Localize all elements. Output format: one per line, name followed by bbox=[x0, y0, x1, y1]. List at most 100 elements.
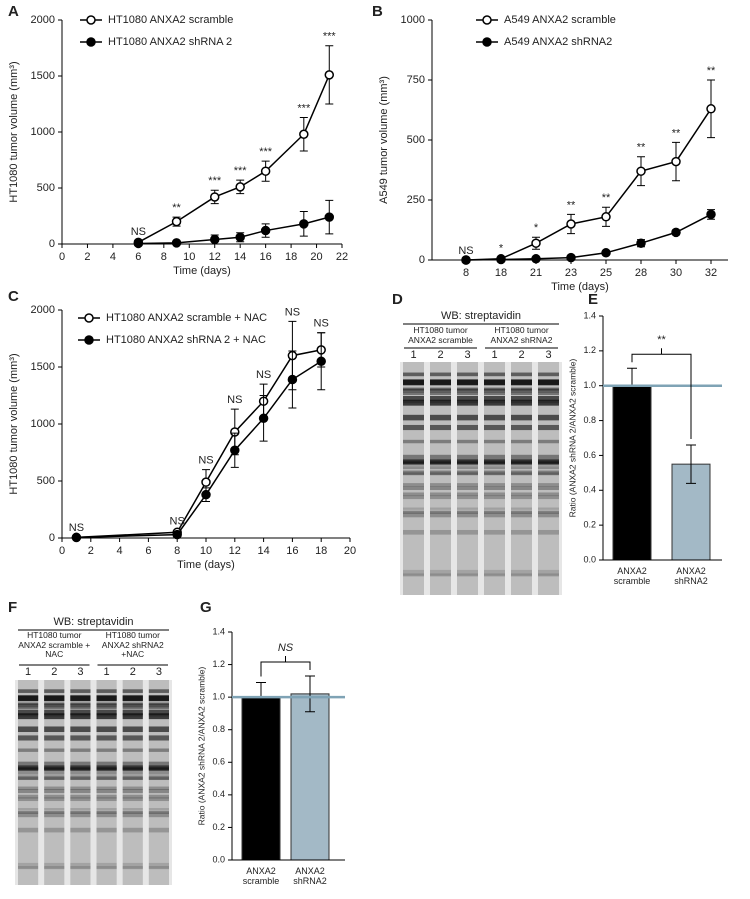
blot-band bbox=[484, 460, 505, 465]
blot-band bbox=[122, 735, 143, 741]
marker bbox=[235, 182, 245, 192]
marker bbox=[299, 219, 309, 229]
marker bbox=[636, 166, 646, 176]
blot-band bbox=[403, 492, 424, 497]
error-bar bbox=[686, 444, 696, 484]
blot-band bbox=[511, 470, 532, 475]
blot-band bbox=[148, 689, 169, 693]
blot-band bbox=[457, 461, 478, 465]
blot-band bbox=[70, 761, 91, 766]
y-tick-label: 1.0 bbox=[583, 380, 596, 390]
blot-band bbox=[18, 761, 39, 766]
blot-band bbox=[511, 395, 532, 402]
blot-band bbox=[511, 573, 532, 577]
marker bbox=[324, 212, 335, 222]
x-tick-label: 25 bbox=[600, 267, 612, 279]
blot-band bbox=[44, 689, 65, 693]
blot-band bbox=[538, 470, 559, 475]
group-label: HT1080 tumor ANXA2 scramble bbox=[408, 325, 473, 345]
blot-band bbox=[403, 399, 424, 406]
blot-band bbox=[18, 726, 39, 733]
blot-band bbox=[457, 388, 478, 393]
blot-band bbox=[457, 461, 478, 466]
blot-band bbox=[511, 507, 532, 510]
marker bbox=[601, 212, 611, 222]
legend-marker bbox=[84, 313, 94, 323]
legend-label: HT1080 ANXA2 shRNA 2 bbox=[108, 36, 232, 48]
y-tick-label: 0.2 bbox=[583, 520, 596, 530]
blot-band bbox=[122, 766, 143, 771]
blot-band bbox=[44, 766, 65, 771]
blot-band bbox=[484, 459, 505, 465]
marker bbox=[209, 234, 220, 245]
blot-band bbox=[457, 460, 478, 464]
blot-band bbox=[484, 486, 505, 490]
marker bbox=[171, 216, 182, 227]
blot-band bbox=[122, 748, 143, 752]
significance: ** bbox=[637, 142, 646, 154]
blot-band bbox=[484, 461, 505, 465]
blot-band bbox=[538, 512, 559, 518]
blot-band bbox=[70, 706, 91, 710]
blot-band bbox=[96, 786, 117, 790]
blot-band bbox=[538, 395, 559, 402]
blot-band bbox=[122, 767, 143, 771]
blot-band bbox=[18, 695, 39, 702]
blot-band bbox=[44, 797, 65, 802]
blot-band bbox=[70, 810, 91, 814]
marker bbox=[260, 166, 271, 176]
blot-band bbox=[148, 709, 169, 716]
significance: NS bbox=[198, 455, 213, 467]
marker bbox=[172, 529, 182, 540]
lane-label: 3 bbox=[464, 349, 470, 361]
blot-band bbox=[484, 395, 505, 402]
blot-band bbox=[18, 775, 39, 780]
marker bbox=[201, 477, 211, 487]
blot-band bbox=[96, 794, 117, 799]
bar bbox=[290, 693, 330, 861]
blot-band bbox=[430, 492, 451, 497]
blot-band bbox=[122, 794, 143, 799]
blot-band bbox=[511, 495, 532, 500]
blot-band bbox=[44, 794, 65, 799]
y-tick-label: 1.2 bbox=[583, 345, 596, 355]
blot-band bbox=[44, 761, 65, 766]
lane-label: 1 bbox=[25, 666, 31, 678]
y-tick-label: 0.0 bbox=[212, 854, 225, 864]
blot-band bbox=[457, 529, 478, 535]
series-line bbox=[465, 108, 712, 261]
blot-band bbox=[511, 414, 532, 421]
y-tick-label: 0 bbox=[49, 532, 55, 544]
blot-band bbox=[148, 812, 169, 818]
blot-band bbox=[148, 766, 169, 770]
blot-band bbox=[18, 808, 39, 811]
blot-band bbox=[430, 461, 451, 465]
legend-marker bbox=[84, 335, 94, 345]
blot-band bbox=[403, 466, 424, 470]
x-tick-label: 14 bbox=[234, 251, 246, 263]
blot-band bbox=[44, 766, 65, 770]
x-tick-label: 0 bbox=[59, 545, 65, 557]
blot-band bbox=[44, 775, 65, 780]
blot-band bbox=[122, 703, 143, 708]
significance: ** bbox=[172, 202, 181, 214]
blot-band bbox=[122, 771, 143, 775]
blot-band bbox=[44, 709, 65, 716]
blot-band bbox=[403, 372, 424, 377]
blot-band bbox=[538, 461, 559, 465]
y-tick-label: 2000 bbox=[31, 304, 55, 316]
significance: * bbox=[499, 243, 504, 255]
blot-band bbox=[457, 460, 478, 465]
blot-band bbox=[403, 424, 424, 431]
blot-band bbox=[403, 495, 424, 500]
blot-band bbox=[96, 866, 117, 870]
blot-band bbox=[96, 771, 117, 775]
panel-letter: F bbox=[8, 599, 17, 616]
y-tick-label: 2000 bbox=[31, 14, 55, 26]
blot-band bbox=[403, 459, 424, 465]
blot-band bbox=[44, 812, 65, 818]
blot-band bbox=[148, 735, 169, 741]
blot-band bbox=[511, 379, 532, 386]
blot-band bbox=[18, 709, 39, 716]
